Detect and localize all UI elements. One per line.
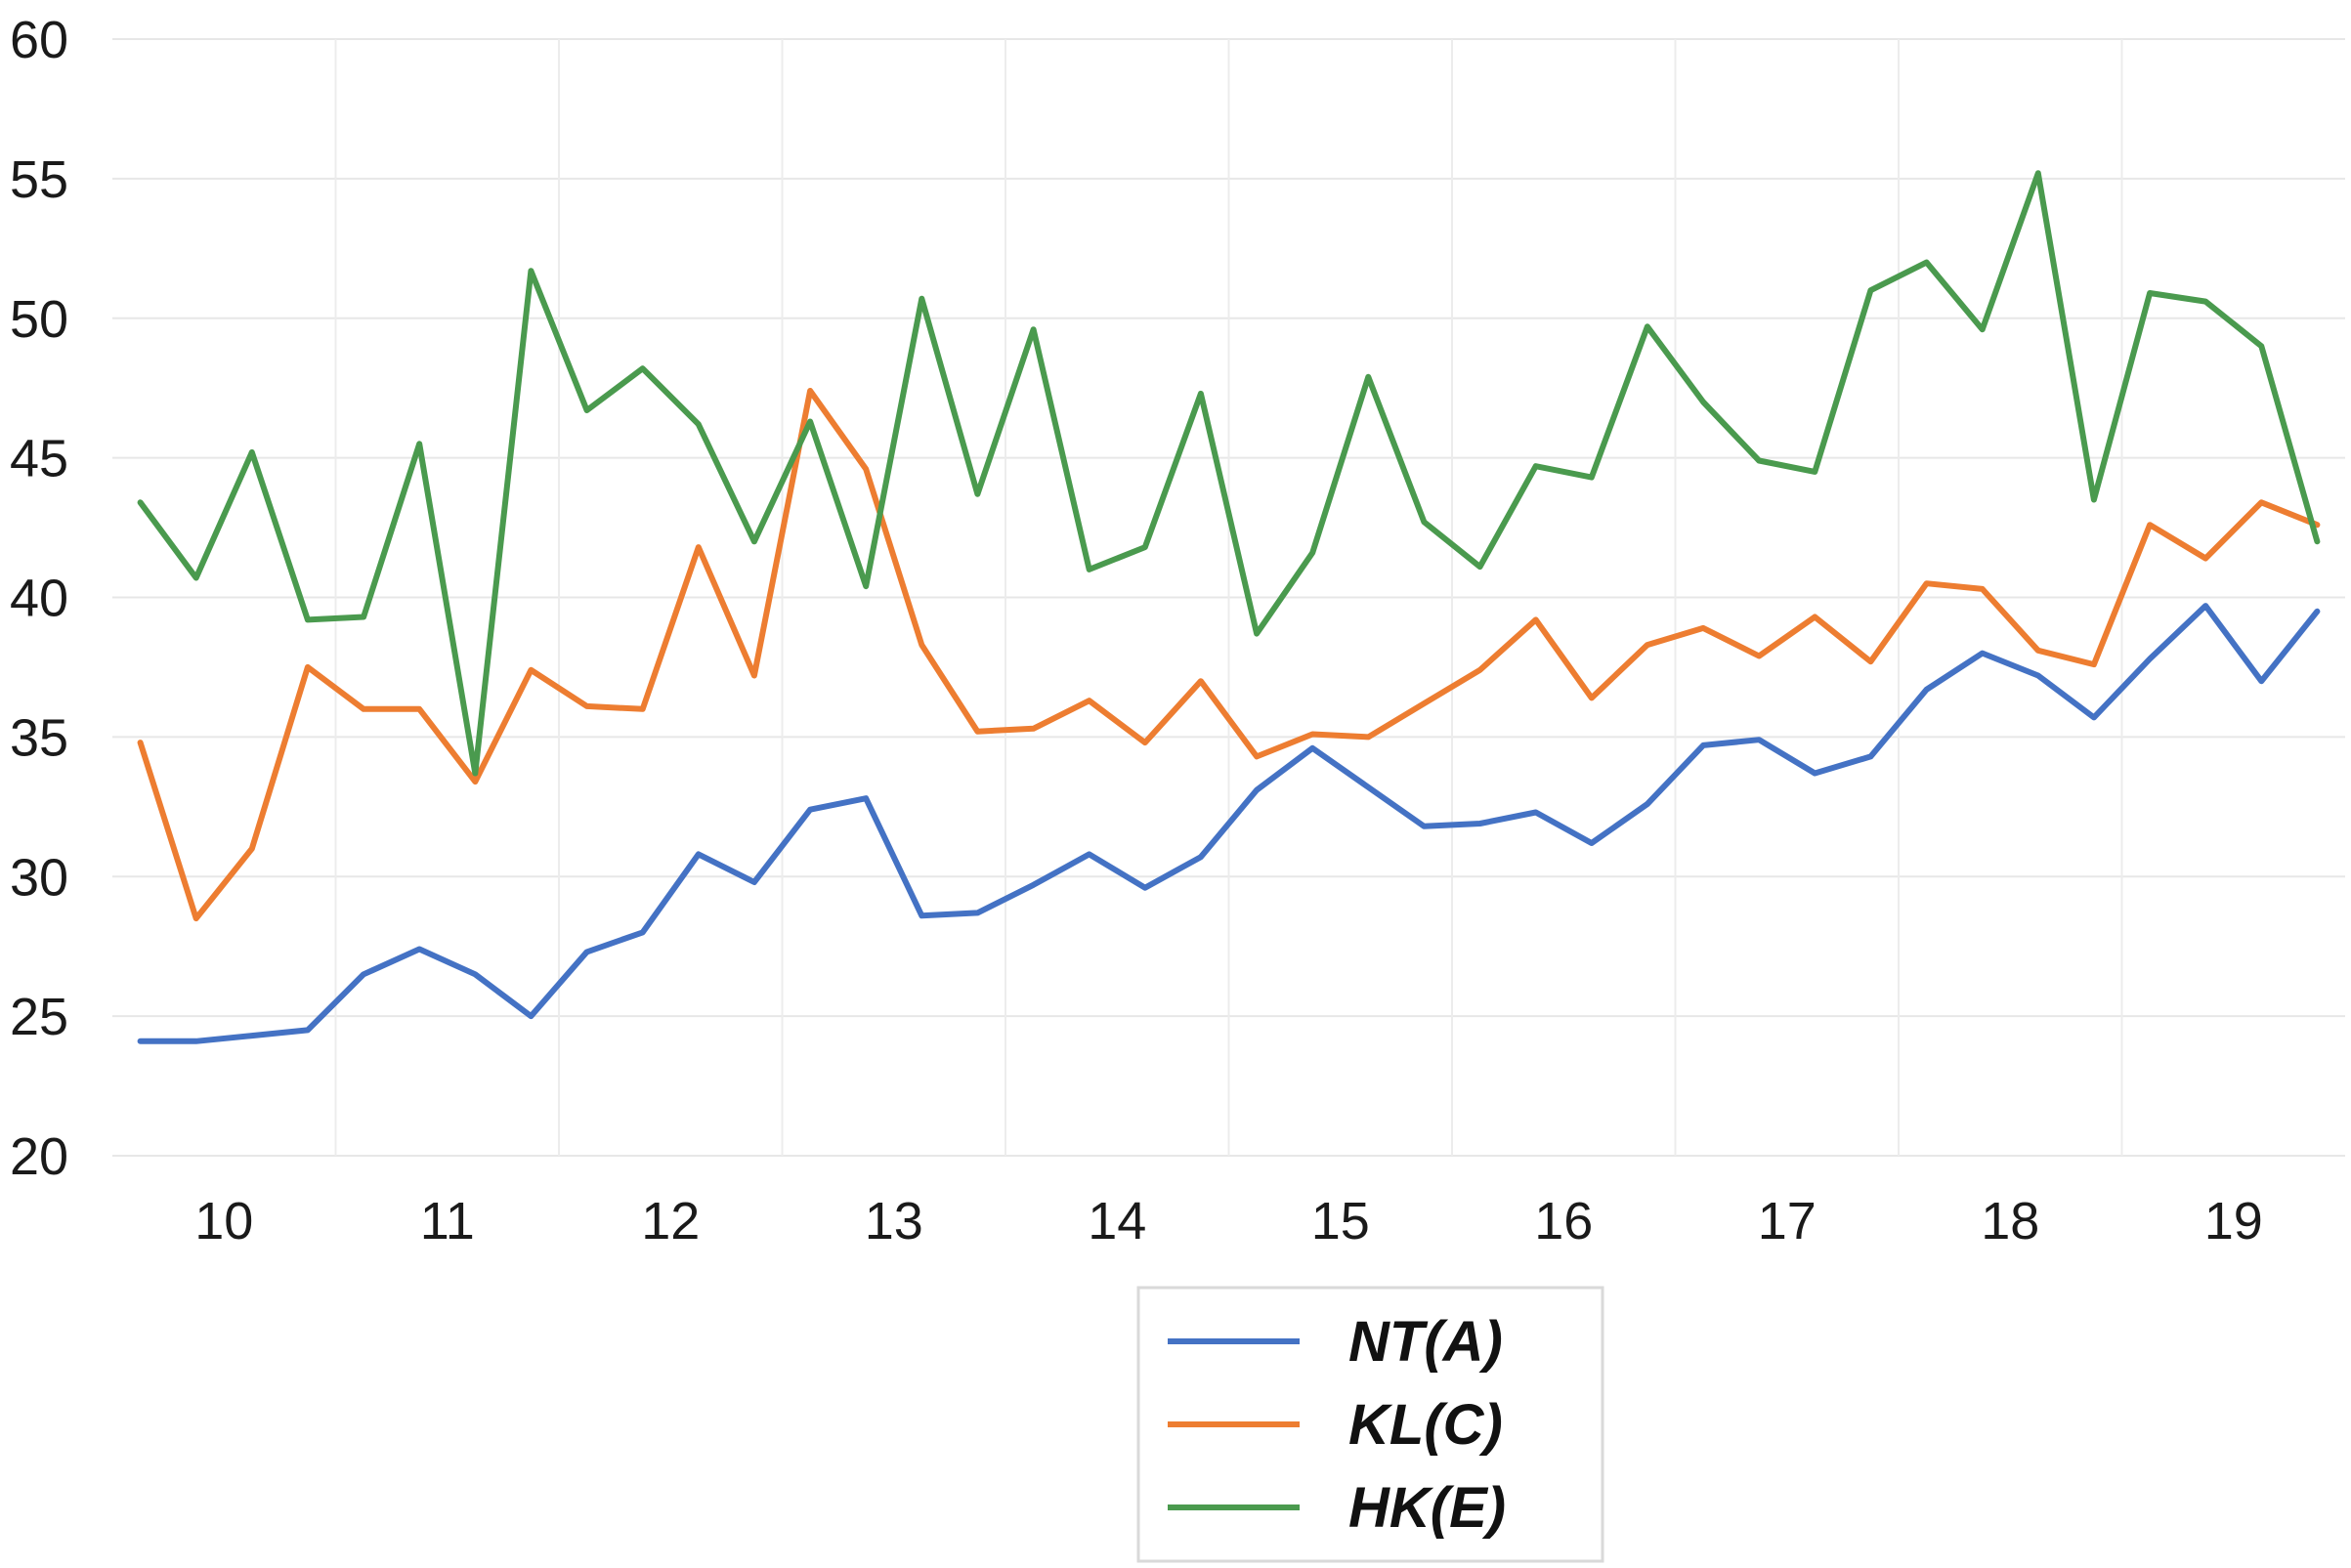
x-axis-tick-labels: 10 11 12 13 14 15 16 17 18 19: [194, 1192, 2263, 1250]
y-tick-label-55: 55: [10, 150, 68, 209]
x-tick-label-13: 13: [865, 1192, 923, 1250]
y-tick-label-35: 35: [10, 708, 68, 767]
series-line-nt-a: [137, 603, 2321, 1044]
legend: NT(A) KL(C) HK(E): [1136, 1286, 1604, 1563]
x-tick-label-17: 17: [1758, 1192, 1817, 1250]
x-tick-label-10: 10: [194, 1192, 253, 1250]
x-tick-label-16: 16: [1534, 1192, 1593, 1250]
legend-entry-nt-a: NT(A): [1168, 1310, 1503, 1374]
y-tick-label-50: 50: [10, 290, 68, 349]
legend-entry-hk-e: HK(E): [1168, 1476, 1506, 1540]
x-tick-label-19: 19: [2204, 1192, 2263, 1250]
y-tick-label-25: 25: [10, 988, 68, 1046]
y-tick-label-60: 60: [10, 11, 68, 69]
legend-entry-kl-c: KL(C): [1168, 1393, 1503, 1457]
y-tick-label-30: 30: [10, 848, 68, 907]
y-tick-label-45: 45: [10, 430, 68, 488]
x-tick-label-12: 12: [641, 1192, 700, 1250]
y-axis-tick-labels: 20 25 30 35 40 45 50 55 60: [10, 11, 68, 1186]
legend-label-kl-c: KL(C): [1348, 1393, 1503, 1457]
legend-label-hk-e: HK(E): [1348, 1476, 1506, 1540]
series-line-hk-e: [137, 170, 2321, 777]
y-tick-label-40: 40: [10, 570, 68, 628]
legend-label-nt-a: NT(A): [1348, 1310, 1503, 1374]
x-tick-label-15: 15: [1311, 1192, 1370, 1250]
x-tick-label-11: 11: [420, 1192, 475, 1250]
x-tick-label-14: 14: [1088, 1192, 1146, 1250]
x-tick-label-18: 18: [1981, 1192, 2039, 1250]
series-lines: [137, 170, 2321, 1044]
series-line-kl-c: [137, 388, 2321, 922]
y-tick-label-20: 20: [10, 1127, 68, 1186]
